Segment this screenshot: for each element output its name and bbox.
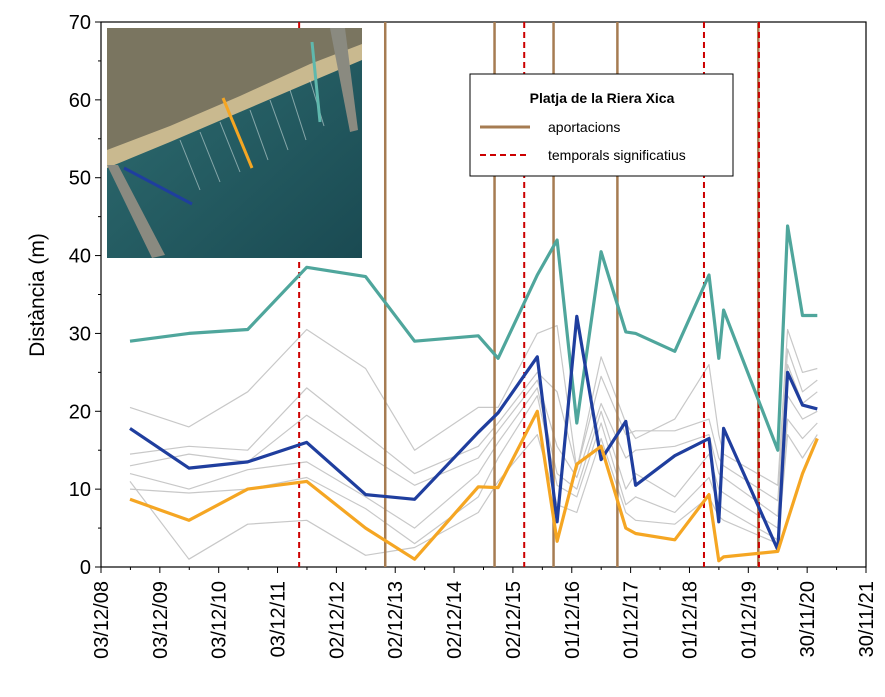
y-tick-label: 50: [69, 168, 91, 190]
x-tick-label: 03/12/08: [91, 581, 113, 659]
series-line-4: [129, 348, 818, 502]
x-tick-label: 03/12/10: [209, 581, 231, 659]
legend-label-temporals: temporals significatius: [548, 147, 686, 163]
y-tick-label: 10: [69, 479, 91, 501]
y-tick-label: 70: [69, 12, 91, 34]
series-line-0: [129, 224, 818, 452]
aerial-photo-inset: [107, 28, 362, 258]
x-tick-label: 02/12/15: [503, 581, 525, 659]
beach-strip: [107, 44, 362, 168]
x-tick-label: 03/12/09: [150, 581, 172, 659]
x-tick-label: 02/12/12: [326, 581, 348, 659]
series-line-6: [129, 387, 818, 529]
x-tick-label: 01/12/18: [679, 581, 701, 659]
legend-box: [469, 73, 734, 177]
profile-lines-grey: [129, 325, 818, 560]
breakwater-right: [330, 28, 358, 132]
series-line-8: [129, 434, 818, 560]
x-tick-label: 30/11/21: [856, 581, 878, 657]
series-line-2: [129, 409, 819, 563]
breakwater-left: [107, 165, 165, 258]
y-axis: 0 10 20 30 40 50 60 70: [69, 12, 101, 579]
inset-profile-orange: [221, 97, 254, 169]
series-line-7: [129, 395, 818, 545]
legend: Platja de la Riera Xica aportacions temp…: [469, 73, 734, 177]
legend-label-aportacions: aportacions: [548, 119, 620, 135]
series-line-5: [129, 364, 818, 518]
series-line-1: [129, 314, 818, 552]
y-tick-label: 60: [69, 90, 91, 112]
profile-lines-highlighted: [129, 224, 819, 563]
inset-profile-blue: [123, 166, 193, 206]
x-tick-label: 03/12/11: [268, 581, 290, 657]
y-tick-label: 20: [69, 401, 91, 423]
x-tick-label: 30/11/20: [797, 581, 819, 657]
y-axis-label: Distància (m): [26, 233, 49, 357]
x-axis: 03/12/08 03/12/09 03/12/10 03/12/11 02/12/12…: [91, 567, 878, 659]
x-tick-label: 01/12/16: [562, 581, 584, 659]
y-tick-label: 40: [69, 246, 91, 268]
inset-profile-teal: [310, 41, 322, 123]
series-line-3: [129, 325, 818, 486]
y-tick-label: 30: [69, 323, 91, 345]
x-tick-label: 01/12/19: [738, 581, 760, 659]
x-tick-label: 02/12/13: [385, 581, 407, 659]
y-tick-label: 0: [80, 557, 91, 579]
x-tick-label: 01/12/17: [621, 581, 643, 659]
x-tick-label: 02/12/14: [444, 581, 466, 659]
legend-title: Platja de la Riera Xica: [530, 90, 675, 106]
